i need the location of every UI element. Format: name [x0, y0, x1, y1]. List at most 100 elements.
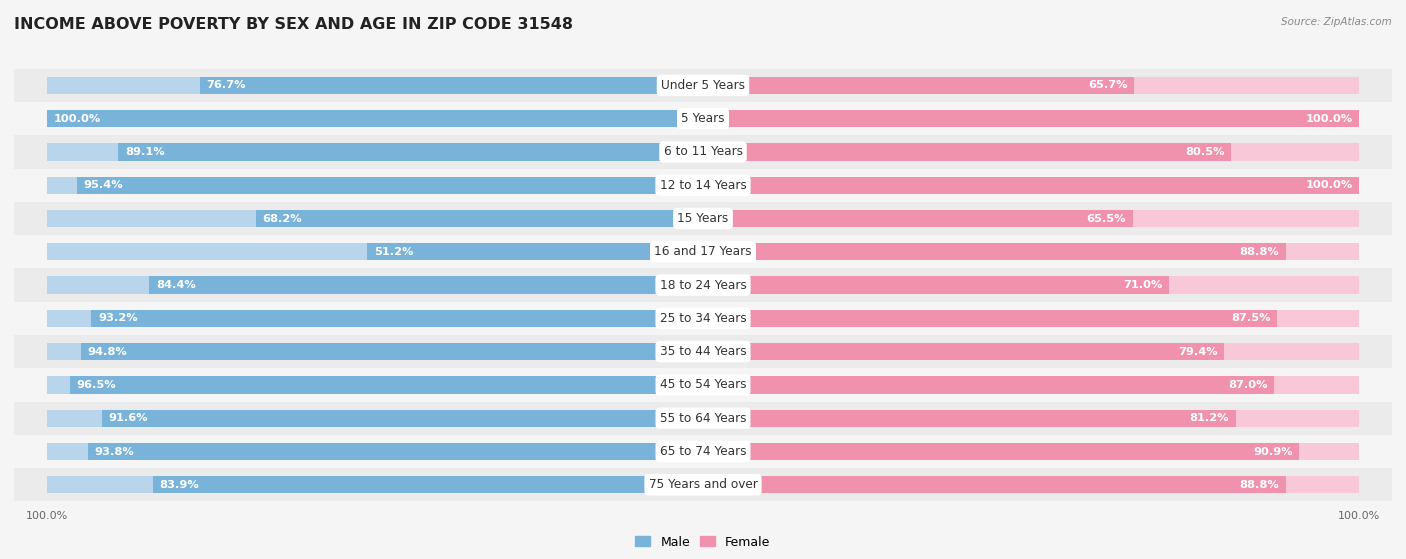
- Text: 100.0%: 100.0%: [1305, 180, 1353, 190]
- Text: 96.5%: 96.5%: [76, 380, 117, 390]
- Text: 51.2%: 51.2%: [374, 247, 413, 257]
- Bar: [70, 376, 703, 394]
- Text: 95.4%: 95.4%: [83, 180, 124, 190]
- Text: 15 Years: 15 Years: [678, 212, 728, 225]
- Bar: [256, 210, 703, 227]
- Bar: [152, 476, 703, 494]
- Bar: [0, 368, 1406, 401]
- Bar: [46, 277, 703, 293]
- Legend: Male, Female: Male, Female: [630, 530, 776, 553]
- Bar: [703, 443, 1360, 460]
- Text: 79.4%: 79.4%: [1178, 347, 1218, 357]
- Text: 83.9%: 83.9%: [159, 480, 198, 490]
- Bar: [0, 302, 1406, 335]
- Text: 35 to 44 Years: 35 to 44 Years: [659, 345, 747, 358]
- Bar: [703, 443, 1299, 460]
- Text: 76.7%: 76.7%: [207, 80, 246, 91]
- Text: 18 to 24 Years: 18 to 24 Years: [659, 278, 747, 292]
- Text: 71.0%: 71.0%: [1123, 280, 1163, 290]
- Bar: [703, 310, 1360, 327]
- Text: 91.6%: 91.6%: [108, 413, 148, 423]
- Bar: [87, 443, 703, 460]
- Bar: [703, 476, 1360, 494]
- Bar: [0, 268, 1406, 302]
- Bar: [703, 476, 1285, 494]
- Bar: [46, 243, 703, 260]
- Text: 93.8%: 93.8%: [94, 447, 134, 457]
- Bar: [703, 410, 1236, 427]
- Text: 68.2%: 68.2%: [262, 214, 302, 224]
- Text: 81.2%: 81.2%: [1189, 413, 1229, 423]
- Text: 75 Years and over: 75 Years and over: [648, 479, 758, 491]
- Bar: [46, 77, 703, 94]
- Text: Source: ZipAtlas.com: Source: ZipAtlas.com: [1281, 17, 1392, 27]
- Text: 65 to 74 Years: 65 to 74 Years: [659, 445, 747, 458]
- Bar: [703, 243, 1360, 260]
- Bar: [46, 177, 703, 194]
- Bar: [0, 401, 1406, 435]
- Text: 16 and 17 Years: 16 and 17 Years: [654, 245, 752, 258]
- Text: 84.4%: 84.4%: [156, 280, 195, 290]
- Bar: [703, 243, 1285, 260]
- Bar: [46, 376, 703, 394]
- Bar: [703, 376, 1360, 394]
- Bar: [0, 435, 1406, 468]
- Text: 88.8%: 88.8%: [1239, 247, 1279, 257]
- Bar: [703, 177, 1360, 194]
- Bar: [46, 110, 703, 127]
- Bar: [118, 143, 703, 160]
- Bar: [77, 177, 703, 194]
- Bar: [703, 143, 1232, 160]
- Bar: [0, 202, 1406, 235]
- Bar: [703, 77, 1360, 94]
- Bar: [46, 343, 703, 361]
- Bar: [703, 143, 1360, 160]
- Text: 100.0%: 100.0%: [1305, 113, 1353, 124]
- Bar: [703, 410, 1360, 427]
- Text: 89.1%: 89.1%: [125, 147, 165, 157]
- Bar: [703, 310, 1277, 327]
- Bar: [703, 343, 1225, 361]
- Bar: [0, 69, 1406, 102]
- Bar: [703, 343, 1360, 361]
- Text: 87.5%: 87.5%: [1232, 314, 1271, 323]
- Bar: [703, 210, 1133, 227]
- Bar: [0, 169, 1406, 202]
- Bar: [703, 277, 1168, 293]
- Text: 45 to 54 Years: 45 to 54 Years: [659, 378, 747, 391]
- Text: 6 to 11 Years: 6 to 11 Years: [664, 145, 742, 158]
- Bar: [46, 210, 703, 227]
- Text: 55 to 64 Years: 55 to 64 Years: [659, 412, 747, 425]
- Bar: [703, 110, 1360, 127]
- Bar: [46, 410, 703, 427]
- Bar: [703, 277, 1360, 293]
- Text: Under 5 Years: Under 5 Years: [661, 79, 745, 92]
- Bar: [46, 143, 703, 160]
- Bar: [46, 443, 703, 460]
- Text: 93.2%: 93.2%: [98, 314, 138, 323]
- Bar: [0, 135, 1406, 169]
- Text: 88.8%: 88.8%: [1239, 480, 1279, 490]
- Bar: [0, 468, 1406, 501]
- Bar: [703, 177, 1360, 194]
- Bar: [82, 343, 703, 361]
- Bar: [0, 335, 1406, 368]
- Text: 94.8%: 94.8%: [87, 347, 128, 357]
- Bar: [149, 277, 703, 293]
- Bar: [703, 210, 1360, 227]
- Text: 65.5%: 65.5%: [1087, 214, 1126, 224]
- Bar: [0, 235, 1406, 268]
- Text: 100.0%: 100.0%: [53, 113, 101, 124]
- Text: 87.0%: 87.0%: [1227, 380, 1267, 390]
- Bar: [367, 243, 703, 260]
- Text: 90.9%: 90.9%: [1253, 447, 1294, 457]
- Text: 80.5%: 80.5%: [1185, 147, 1225, 157]
- Bar: [46, 476, 703, 494]
- Bar: [91, 310, 703, 327]
- Bar: [0, 102, 1406, 135]
- Bar: [200, 77, 703, 94]
- Text: 12 to 14 Years: 12 to 14 Years: [659, 179, 747, 192]
- Text: 65.7%: 65.7%: [1088, 80, 1128, 91]
- Bar: [703, 110, 1360, 127]
- Bar: [703, 376, 1274, 394]
